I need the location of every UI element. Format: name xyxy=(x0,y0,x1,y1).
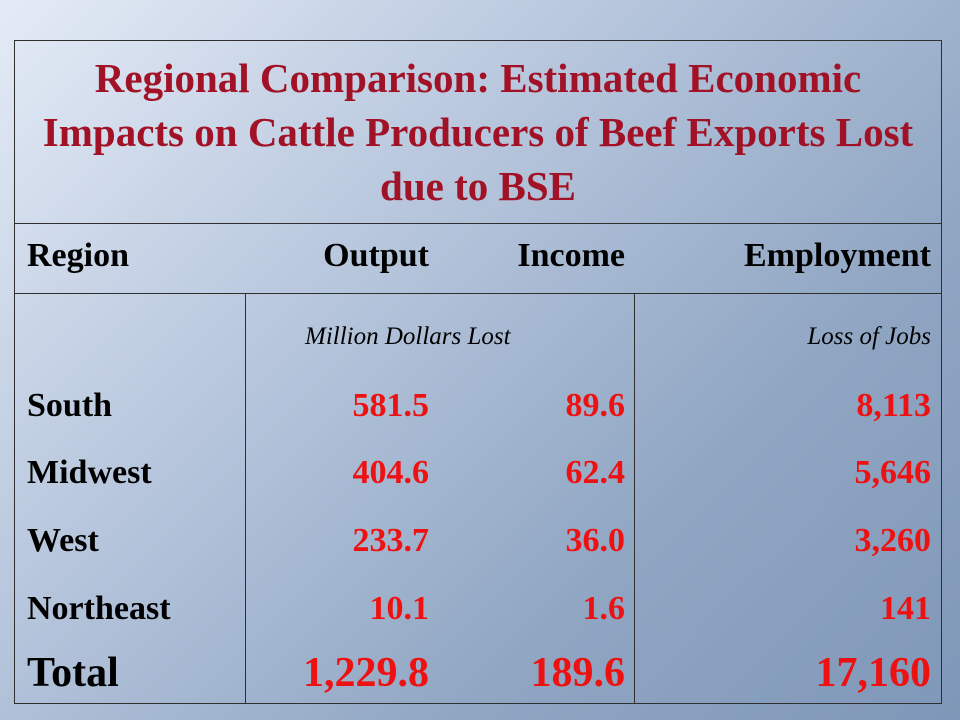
income-cell: 36.0 xyxy=(565,522,626,559)
output-cell: 581.5 xyxy=(352,387,430,424)
total-income: 189.6 xyxy=(530,650,626,696)
region-cell: West xyxy=(27,522,99,559)
slide-table: Regional Comparison: Estimated Economic … xyxy=(14,40,942,704)
employment-cell: 5,646 xyxy=(854,454,932,491)
income-cell: 62.4 xyxy=(565,454,626,491)
header-row: Region Output Income Employment xyxy=(15,223,941,294)
employment-cell: 141 xyxy=(880,590,931,627)
table-row: South 581.5 89.6 8,113 xyxy=(15,387,941,447)
column-header-income: Income xyxy=(517,237,625,274)
column-header-region: Region xyxy=(27,237,129,274)
subheader-money: Million Dollars Lost xyxy=(305,323,511,350)
output-cell: 10.1 xyxy=(369,590,430,627)
output-cell: 404.6 xyxy=(352,454,430,491)
region-cell: South xyxy=(27,387,113,424)
income-cell: 1.6 xyxy=(582,590,626,627)
employment-cell: 8,113 xyxy=(856,387,931,424)
region-cell: Northeast xyxy=(27,590,171,627)
region-cell: Midwest xyxy=(27,454,152,491)
total-row: Total 1,229.8 189.6 17,160 xyxy=(15,649,941,709)
total-employment: 17,160 xyxy=(815,650,932,696)
income-cell: 89.6 xyxy=(565,387,626,424)
total-output: 1,229.8 xyxy=(303,650,429,696)
column-divider xyxy=(634,293,635,703)
column-header-output: Output xyxy=(323,237,429,274)
table-row: West 233.7 36.0 3,260 xyxy=(15,522,941,582)
slide-title: Regional Comparison: Estimated Economic … xyxy=(42,55,914,209)
output-cell: 233.7 xyxy=(352,522,430,559)
column-divider xyxy=(245,293,246,703)
table-row: Northeast 10.1 1.6 141 xyxy=(15,590,941,650)
employment-cell: 3,260 xyxy=(854,522,932,559)
column-header-employment: Employment xyxy=(744,237,931,274)
title-area: Regional Comparison: Estimated Economic … xyxy=(15,41,941,224)
total-label: Total xyxy=(27,650,119,696)
subheader-jobs: Loss of Jobs xyxy=(807,323,931,350)
table-row: Midwest 404.6 62.4 5,646 xyxy=(15,454,941,514)
